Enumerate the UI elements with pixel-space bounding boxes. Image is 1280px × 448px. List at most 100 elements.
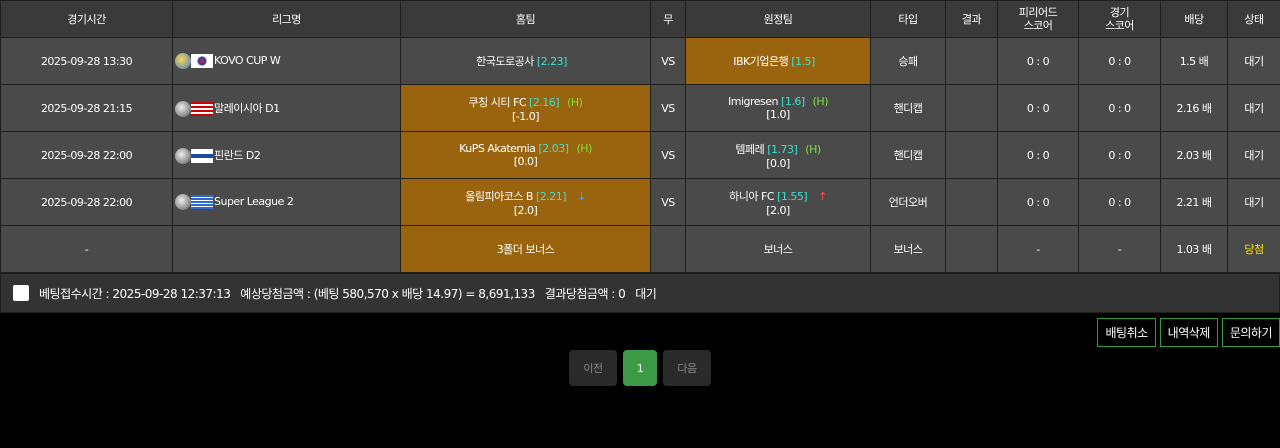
arrow-up-icon: ↑ [818, 189, 827, 203]
odds: 2.21 배 [1160, 178, 1228, 226]
prev-page-button[interactable]: 이전 [569, 350, 617, 386]
status: 대기 [1227, 131, 1280, 179]
column-header: 경기시간 [0, 0, 173, 38]
column-header: 홈팀 [400, 0, 651, 38]
game-score: - [1078, 225, 1161, 273]
team-odds: [1.55] [777, 189, 808, 203]
table-row: 2025-09-28 13:30 KOVO CUP W 한국도로공사 [2.23… [0, 37, 1280, 85]
team-odds: [2.21] [535, 189, 567, 203]
match-time: - [0, 225, 173, 273]
team-odds: [2.03] [538, 142, 569, 155]
team-odds: [2.23] [536, 55, 568, 68]
flag-icon [191, 54, 213, 68]
next-page-button[interactable]: 다음 [663, 350, 711, 386]
league-cell: KOVO CUP W [172, 37, 401, 85]
team-odds: [2.16] [529, 95, 560, 109]
line-value: [2.0] [766, 203, 790, 217]
status: 대기 [1227, 84, 1280, 132]
result [945, 225, 998, 273]
odds: 1.03 배 [1160, 225, 1228, 273]
league-cell: Super League 2 [172, 178, 401, 226]
team-name: Imigresen [728, 95, 779, 108]
line-value: [0.0] [766, 156, 790, 170]
away-team-cell[interactable]: Imigresen [1.6] (H) [1.0] [685, 84, 871, 132]
handicap-marker: (H) [567, 95, 583, 109]
home-team-cell[interactable]: KuPS Akatemia [2.03] (H) [0.0] [400, 131, 651, 179]
table-row: 2025-09-28 22:00 Super League 2 올림피아코스 B… [0, 178, 1280, 226]
team-name: IBK기업은행 [733, 55, 789, 68]
handicap-marker: (H) [576, 142, 593, 155]
select-checkbox[interactable] [13, 285, 29, 301]
team-name: 템페레 [735, 142, 765, 156]
column-header: 상태 [1227, 0, 1280, 38]
bet-type: 핸디캡 [870, 84, 946, 132]
team-odds: [1.6] [781, 95, 805, 108]
match-time: 2025-09-28 21:15 [0, 84, 173, 132]
table-row: 2025-09-28 22:00 핀란드 D2 KuPS Akatemia [2… [0, 131, 1280, 179]
odds: 1.5 배 [1160, 37, 1228, 85]
away-team-cell[interactable]: 템페레 [1.73] (H) [0.0] [685, 131, 871, 179]
status: 대기 [1227, 178, 1280, 226]
table-header: 경기시간 리그명 홈팀 무 원정팀 타입 결과 피리어드 스코어 경기 스코어 배당 상태 [0, 0, 1280, 38]
delete-history-button[interactable]: 내역삭제 [1159, 318, 1218, 347]
away-team-cell[interactable]: 하니아 FC [1.55] ↑ [2.0] [685, 178, 871, 226]
soccer-ball-icon [175, 194, 191, 210]
result [945, 37, 998, 85]
result [945, 84, 998, 132]
draw-cell: VS [650, 131, 686, 179]
bonus-home: 3폴더 보너스 [400, 225, 651, 273]
status: 당첨 [1227, 225, 1280, 273]
team-name: 올림피아코스 B [465, 189, 533, 203]
draw-cell: VS [650, 178, 686, 226]
column-header: 타입 [870, 0, 946, 38]
draw-cell: VS [650, 37, 686, 85]
period-score: 0 : 0 [997, 131, 1079, 179]
home-team-cell[interactable]: 올림피아코스 B [2.21] ↓ [2.0] [400, 178, 651, 226]
pagination: 이전 1 다음 [0, 350, 1280, 386]
league-name: 핀란드 D2 [214, 148, 261, 162]
draw-cell: VS [650, 84, 686, 132]
match-time: 2025-09-28 22:00 [0, 131, 173, 179]
team-name: KuPS Akatemia [459, 142, 536, 155]
period-score: 0 : 0 [997, 37, 1079, 85]
flag-icon [191, 101, 213, 116]
soccer-ball-icon [175, 147, 191, 164]
league-name: 말레이시아 D1 [214, 101, 280, 115]
column-header: 피리어드 스코어 [997, 0, 1079, 38]
column-header: 배당 [1160, 0, 1228, 38]
game-score: 0 : 0 [1078, 178, 1161, 226]
soccer-ball-icon [175, 100, 191, 117]
line-value: [2.0] [513, 203, 538, 217]
team-odds: [1.73] [767, 142, 798, 156]
team-name: 하니아 FC [729, 189, 775, 203]
bet-summary-text: 베팅접수시간 : 2025-09-28 12:37:13 예상당첨금액 : (베… [39, 286, 657, 301]
inquiry-button[interactable]: 문의하기 [1221, 318, 1280, 347]
bet-type: 언더오버 [870, 178, 946, 226]
cancel-bet-button[interactable]: 배팅취소 [1097, 318, 1156, 347]
team-odds: [1.5] [791, 55, 815, 68]
action-buttons: 배팅취소 내역삭제 문의하기 [0, 318, 1280, 347]
table-row: 2025-09-28 21:15 말레이시아 D1 쿠칭 시티 FC [2.16… [0, 84, 1280, 132]
page-1-button[interactable]: 1 [623, 350, 657, 386]
line-value: [-1.0] [511, 109, 540, 123]
match-time: 2025-09-28 13:30 [0, 37, 173, 85]
column-header: 경기 스코어 [1078, 0, 1161, 38]
flag-icon [191, 148, 213, 163]
odds: 2.03 배 [1160, 131, 1228, 179]
bet-table: 경기시간 리그명 홈팀 무 원정팀 타입 결과 피리어드 스코어 경기 스코어 배당 상태 2025… [0, 0, 1280, 273]
column-header: 결과 [945, 0, 998, 38]
team-name: 한국도로공사 [476, 55, 534, 68]
draw-cell [650, 225, 686, 273]
column-header: 무 [650, 0, 686, 38]
volleyball-icon [175, 53, 191, 69]
league-cell: 핀란드 D2 [172, 131, 401, 179]
result [945, 178, 998, 226]
home-team-cell[interactable]: 한국도로공사 [2.23] [400, 37, 651, 85]
period-score: - [997, 225, 1079, 273]
away-team-cell[interactable]: IBK기업은행 [1.5] [685, 37, 871, 85]
home-team-cell[interactable]: 쿠칭 시티 FC [2.16] (H) [-1.0] [400, 84, 651, 132]
column-header: 리그명 [172, 0, 401, 38]
bet-type: 승패 [870, 37, 946, 85]
team-name: 쿠칭 시티 FC [468, 95, 527, 109]
arrow-down-icon: ↓ [577, 189, 586, 203]
